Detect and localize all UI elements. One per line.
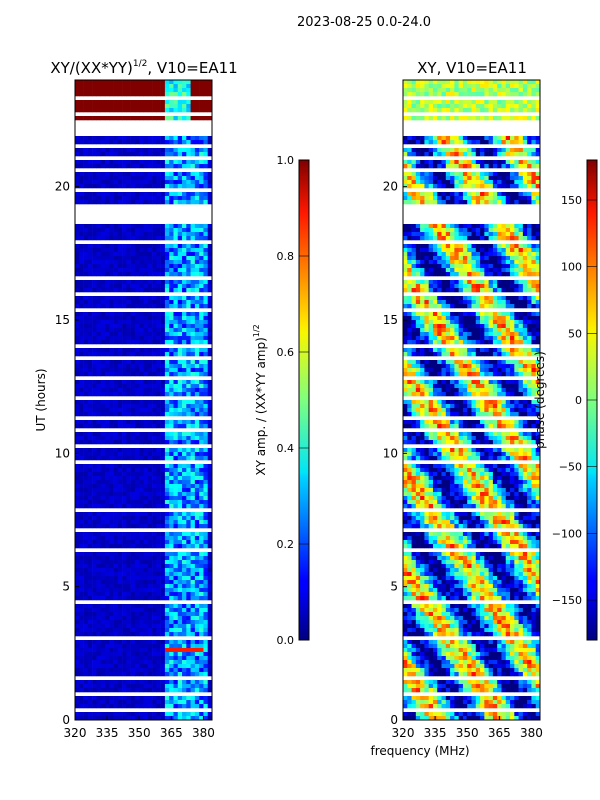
amplitude-colorbar-ticks: 0.0 0.2 0.4 0.6 0.8 1.0 — [277, 154, 309, 647]
amplitude-plot-frame — [74, 79, 213, 721]
phase-colorbar-tick-label: −50 — [559, 461, 582, 474]
amplitude-y-tick-label: 10 — [55, 446, 70, 460]
phase-x-tick-label: 320 — [392, 726, 415, 740]
amplitude-y-tick-label: 5 — [62, 580, 70, 594]
amplitude-colorbar-tick-label: 1.0 — [277, 154, 295, 167]
phase-x-tick-label: 350 — [456, 726, 479, 740]
amplitude-x-tick-label: 380 — [192, 726, 215, 740]
phase-y-axis: 0 5 10 15 20 — [383, 180, 407, 727]
phase-x-tick-label: 365 — [488, 726, 511, 740]
amplitude-y-tick-label: 20 — [55, 180, 70, 194]
amplitude-colorbar-tick-label: 0.8 — [277, 250, 295, 263]
phase-colorbar-tick-label: 50 — [568, 327, 582, 340]
phase-colorbar-tick-label: −100 — [552, 527, 582, 540]
phase-y-tick-label: 0 — [390, 713, 398, 727]
amplitude-colorbar-tick-label: 0.6 — [277, 346, 295, 359]
amplitude-y-tick-label: 0 — [62, 713, 70, 727]
amplitude-colorbar-tick-label: 0.4 — [277, 442, 295, 455]
amplitude-x-tick-label: 335 — [96, 726, 119, 740]
phase-colorbar: 150 100 50 0 −50 −100 −150 phase (degrees) — [533, 159, 598, 641]
phase-title: XY, V10=EA11 — [417, 59, 527, 77]
amplitude-y-tick-label: 15 — [55, 313, 70, 327]
frequency-axis-label: frequency (MHz) — [370, 744, 469, 758]
amplitude-colorbar-tick-label: 0.2 — [277, 538, 295, 551]
phase-colorbar-label: phase (degrees) — [533, 351, 547, 449]
amplitude-panel: XY/(XX*YY)1/2, V10=EA11 320 335 350 365 380 … — [34, 59, 238, 740]
phase-colorbar-tick-label: 150 — [561, 194, 582, 207]
figure-suptitle: 2023-08-25 0.0-24.0 — [297, 15, 431, 30]
phase-y-tick-label: 10 — [383, 446, 398, 460]
phase-y-tick-label: 5 — [390, 580, 398, 594]
amplitude-x-tick-label: 320 — [64, 726, 87, 740]
phase-x-axis: 320 335 350 365 380 — [392, 716, 543, 740]
phase-heatmap — [403, 80, 541, 721]
phase-x-tick-label: 380 — [520, 726, 543, 740]
amplitude-title: XY/(XX*YY)1/2, V10=EA11 — [50, 59, 237, 77]
phase-panel: XY, V10=EA11 320 335 350 365 380 0 5 10 15 20 — [383, 59, 543, 740]
phase-colorbar-tick-label: 100 — [561, 261, 582, 274]
amplitude-x-tick-label: 365 — [160, 726, 183, 740]
phase-y-tick-label: 20 — [383, 180, 398, 194]
phase-colorbar-tick-label: 0 — [575, 394, 582, 407]
amplitude-colorbar: 0.0 0.2 0.4 0.6 0.8 1.0 XY amp. / (XX*YY amp)… — [252, 154, 310, 647]
amplitude-colorbar-label: XY amp. / (XX*YY amp)1/2 — [252, 324, 268, 475]
amplitude-colorbar-tick-label: 0.0 — [277, 634, 295, 647]
phase-colorbar-tick-label: −150 — [552, 594, 582, 607]
phase-plot-frame — [402, 79, 541, 721]
amplitude-y-axis-label: UT (hours) — [34, 368, 48, 431]
phase-y-tick-label: 15 — [383, 313, 398, 327]
amplitude-heatmap — [75, 80, 213, 721]
amplitude-x-tick-label: 350 — [128, 726, 151, 740]
amplitude-x-axis: 320 335 350 365 380 — [64, 716, 215, 740]
amplitude-y-axis: 0 5 10 15 20 — [55, 180, 79, 727]
phase-colorbar-ticks: 150 100 50 0 −50 −100 −150 — [552, 194, 597, 607]
amplitude-colorbar-gradient — [298, 159, 310, 641]
phase-x-tick-label: 335 — [424, 726, 447, 740]
